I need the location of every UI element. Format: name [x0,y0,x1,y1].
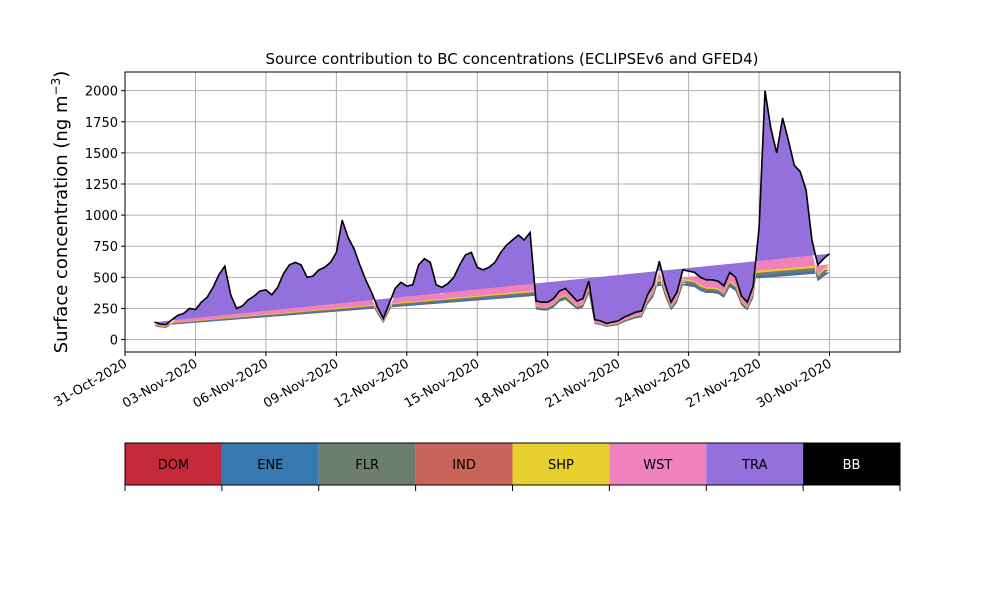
x-tick-label: 27-Nov-2020 [684,356,764,411]
y-tick-label: 750 [93,240,118,255]
legend-label-flr: FLR [355,458,379,473]
x-ticks: 31-Oct-202003-Nov-202006-Nov-202009-Nov-… [52,352,835,411]
y-tick-label: 1250 [85,178,118,193]
x-tick-label: 09-Nov-2020 [261,356,341,411]
y-tick-label: 2000 [85,85,118,100]
x-tick-label: 18-Nov-2020 [472,356,552,411]
x-tick-label: 31-Oct-2020 [52,356,130,410]
x-tick-label: 30-Nov-2020 [754,356,834,411]
legend-label-shp: SHP [548,458,574,473]
x-tick-label: 15-Nov-2020 [402,356,482,411]
y-tick-label: 0 [110,334,118,349]
y-tick-label: 1000 [85,209,118,224]
y-tick-label: 1500 [85,147,118,162]
legend-label-wst: WST [643,458,672,473]
y-tick-label: 1750 [85,116,118,131]
x-tick-label: 06-Nov-2020 [191,356,271,411]
legend-label-ind: IND [452,458,476,473]
legend-label-ene: ENE [257,458,283,473]
x-tick-label: 24-Nov-2020 [613,356,693,411]
legend-label-dom: DOM [158,458,189,473]
y-tick-label: 250 [93,302,118,317]
chart-title: Source contribution to BC concentrations… [265,50,758,68]
y-axis-label-close: ) [51,71,72,78]
legend-label-bb: BB [843,458,861,473]
x-tick-label: 21-Nov-2020 [543,356,623,411]
y-axis-label-exponent: −3 [49,78,63,96]
x-tick-label: 12-Nov-2020 [332,356,412,411]
figure: Source contribution to BC concentrations… [0,0,1000,600]
legend-label-tra: TRA [741,458,767,473]
chart-svg: Source contribution to BC concentrations… [0,0,1000,600]
x-tick-label: 03-Nov-2020 [120,356,200,411]
stacked-areas [154,91,829,328]
y-axis-label-text: Surface concentration (ng m [51,95,72,353]
y-ticks: 0 250 500 750 1000 1250 1500 1750 2000 [85,85,125,349]
y-axis-label: Surface concentration (ng m−3) [49,71,72,354]
legend: DOM ENE FLR IND SHP WST TRA BB [125,443,900,491]
y-tick-label: 500 [93,271,118,286]
